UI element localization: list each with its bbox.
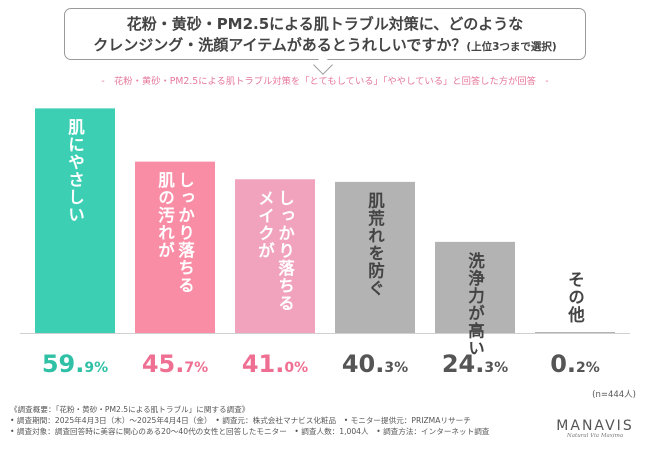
bar-label-3-line-1: しっかり落ちる [276, 189, 295, 312]
bar-5 [435, 241, 515, 333]
bar-3 [235, 179, 315, 333]
value-label-1: 59.9% [42, 350, 108, 378]
brand-logo: MANAVIS Natural Via Maxima [552, 418, 638, 439]
bar-label-5-line-1: 洗浄力が高い [466, 250, 485, 356]
bar-label-2-line-1: しっかり落ちる [176, 172, 195, 295]
title-bubble: 花粉・黄砂・PM2.5による肌トラブル対策に、どのような クレンジング・洗顔アイ… [64, 8, 586, 60]
subtitle: - 花粉・黄砂・PM2.5による肌トラブル対策を「とてもしている」「ややしている… [101, 76, 549, 87]
value-label-6: 0.2% [550, 350, 600, 378]
title-line-1: 花粉・黄砂・PM2.5による肌トラブル対策に、どのような [126, 15, 524, 33]
survey-footer: 《調査概要：「花粉・黄砂・PM2.5による肌トラブル」に関する調査》 • 調査期… [10, 404, 530, 437]
bar-label-6-line-1: その他 [566, 271, 586, 324]
footer-line-3: • 調査対象：調査回答時に美容に関心のある20～40代の女性と回答したモニター … [10, 427, 490, 436]
bar-label-2-line-2: 肌の汚れが [156, 171, 176, 259]
value-label-3: 41.0% [242, 350, 308, 378]
footer-line-2: • 調査期間：2025年4月3日（木）～2025年4月4日（金） • 調査元：株… [10, 416, 471, 425]
bar-2 [135, 161, 215, 333]
value-label-2: 45.7% [142, 350, 208, 378]
bar-1 [35, 108, 115, 333]
footer-line-1: 《調査概要：「花粉・黄砂・PM2.5による肌トラブル」に関する調査》 [10, 405, 250, 414]
title-line-2-text: クレンジング・洗顔アイテムがあるとうれしいですか？ [93, 36, 467, 54]
brand-name: MANAVIS [556, 418, 634, 434]
bar-label-4-line-1: 肌荒れを防ぐ [366, 191, 386, 296]
bar-label-3-line-2: メイクが [256, 189, 275, 259]
value-label-4: 40.3% [342, 350, 408, 378]
bar-label-1-line-1: 肌にやさしい [66, 118, 86, 223]
value-label-5: 24.3% [442, 350, 508, 378]
title-line-2: クレンジング・洗顔アイテムがあるとうれしいですか？(上位3つまで選択) [65, 35, 585, 58]
brand-tagline: Natural Via Maxima [566, 433, 624, 439]
title-note: (上位3つまで選択) [466, 41, 557, 53]
bar-4 [335, 181, 415, 333]
bar-6 [535, 332, 615, 333]
sample-size-note: (n=444人) [592, 390, 636, 400]
